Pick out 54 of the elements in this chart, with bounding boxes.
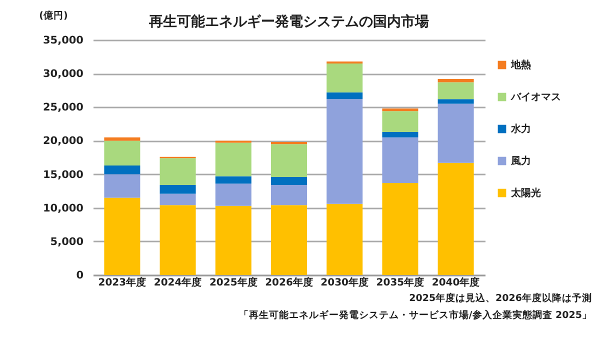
bar <box>326 99 363 204</box>
bar <box>271 185 307 206</box>
y-tick-label: 5,000 <box>50 236 84 248</box>
bar <box>215 142 252 176</box>
y-tick-label: 0 <box>76 270 84 282</box>
bar <box>382 111 418 132</box>
y-tick-label: 25,000 <box>42 102 84 114</box>
legend-label: 太陽光 <box>510 187 541 199</box>
bar <box>104 198 140 275</box>
bar <box>160 194 196 206</box>
bar <box>215 184 252 206</box>
bar <box>382 132 418 138</box>
chart-title: 再生可能エネルギー発電システムの国内市場 <box>148 13 430 31</box>
bar <box>382 183 418 275</box>
legend-label: 地熱 <box>510 59 531 71</box>
bar <box>326 64 363 92</box>
x-tick-label: 2026年度 <box>265 276 313 288</box>
legend-label: バイオマス <box>510 92 561 103</box>
bar <box>438 162 474 275</box>
y-tick-label: 10,000 <box>42 202 84 214</box>
text: 2025年度は見込、2026年度以降は予測 <box>408 292 592 306</box>
y-tick-label: 35,000 <box>42 34 84 46</box>
x-tick-label: 2024年度 <box>154 276 202 288</box>
bar <box>382 108 418 112</box>
bar <box>271 205 307 275</box>
bar <box>215 176 252 184</box>
y-axis-title: (億円) <box>39 10 68 22</box>
y-tick-label: 20,000 <box>42 135 84 148</box>
y-tick-label: 30,000 <box>42 68 84 80</box>
x-tick-label: 2035年度 <box>376 276 424 288</box>
x-tick-label: 2040年度 <box>432 276 480 288</box>
bar <box>104 140 140 166</box>
bar <box>326 204 363 275</box>
x-tick-label: 2025年度 <box>209 276 258 288</box>
bar <box>160 205 196 275</box>
x-tick-label: 2023年度 <box>98 276 146 288</box>
x-tick-label: 2030年度 <box>320 276 369 288</box>
legend-label: 水力 <box>510 123 531 135</box>
bar <box>271 176 307 186</box>
bar <box>104 174 140 198</box>
bar <box>438 104 474 163</box>
bar <box>438 82 474 100</box>
bar <box>382 137 418 184</box>
bar <box>104 166 140 174</box>
bar <box>438 99 474 104</box>
bar <box>271 144 307 177</box>
bar <box>215 206 252 275</box>
y-tick-label: 15,000 <box>42 168 84 181</box>
bar <box>160 158 196 186</box>
bar <box>326 92 363 100</box>
bar <box>438 78 474 82</box>
text: 「再生可能エネルギー発電システム・サービス市場/参入企業実態調査 2025」 <box>238 308 592 323</box>
legend-label: 風力 <box>510 155 531 167</box>
bar <box>160 185 196 194</box>
